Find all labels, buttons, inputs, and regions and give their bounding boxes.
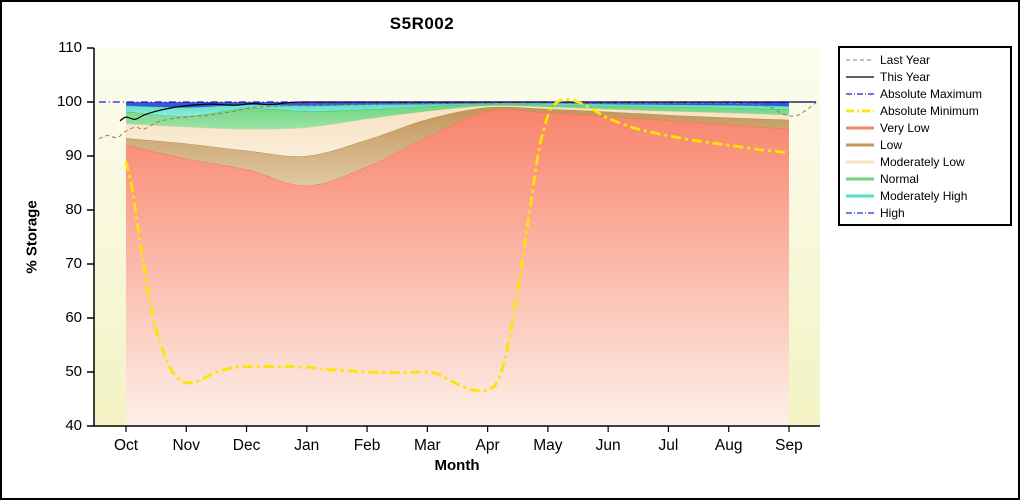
series-line-absolute-minimum [124,98,790,393]
legend-label: Absolute Maximum [880,86,983,101]
series-line-last-year [98,102,817,140]
legend-swatch-icon [846,194,874,197]
legend-swatch-icon [846,59,874,60]
legend: Last Year This Year Absolute Maximum Absolu… [838,46,1012,226]
x-tick-label: Mar [414,437,441,454]
y-tick-label: 50 [65,363,82,380]
legend-item-normal: Normal [845,170,1005,187]
x-tick-label: Apr [476,437,500,454]
zone-band-moderately-low [126,105,789,157]
legend-item-moderately-high: Moderately High [845,187,1005,204]
legend-label: Very Low [880,120,930,135]
x-tick-label: Nov [172,437,200,454]
legend-swatch-icon [846,109,874,112]
legend-item-absolute-minimum: Absolute Minimum [845,102,1005,119]
legend-swatch-icon [846,143,874,146]
chart-title: S5R002 [389,14,455,33]
zone-band-moderately-high [126,102,789,117]
legend-label: Absolute Minimum [880,103,979,118]
y-tick-label: 70 [65,255,82,272]
legend-swatch-icon [846,211,874,214]
y-tick-label: 100 [57,93,82,110]
zone-band-high [126,102,789,108]
legend-item-high: High [845,204,1005,221]
x-tick-label: Jan [294,437,319,454]
legend-swatch-icon [846,160,874,163]
zone-band-low [126,106,789,186]
legend-label: Normal [880,171,919,186]
legend-swatch-icon [846,177,874,180]
x-tick-label: Sep [775,437,803,454]
zone-band-normal [126,104,789,130]
legend-swatch-icon [846,92,874,95]
x-tick-label: Aug [715,437,743,454]
legend-label: Moderately Low [880,154,965,169]
x-tick-label: Jun [596,437,621,454]
legend-label: This Year [880,69,931,84]
x-axis-label: Month [434,457,480,474]
zone-band-very-low [126,109,789,426]
x-tick-label: Dec [233,437,261,454]
legend-label: Low [880,137,903,152]
y-tick-label: 40 [65,417,82,434]
legend-label: Moderately High [880,188,968,203]
x-tick-label: May [533,437,563,454]
y-tick-label: 80 [65,201,82,218]
series-line-this-year [119,101,817,122]
x-tick-label: Feb [354,437,381,454]
legend-swatch-icon [846,75,874,78]
legend-item-last-year: Last Year [845,51,1005,68]
x-tick-label: Oct [114,437,139,454]
y-tick-label: 60 [65,309,82,326]
x-tick-label: Jul [659,437,679,454]
legend-label: Last Year [880,52,931,67]
legend-swatch-icon [846,126,874,129]
y-tick-label: 110 [58,39,82,56]
legend-item-very-low: Very Low [845,119,1005,136]
legend-item-moderately-low: Moderately Low [845,153,1005,170]
legend-item-low: Low [845,136,1005,153]
legend-item-absolute-maximum: Absolute Maximum [845,85,1005,102]
legend-item-this-year: This Year [845,68,1005,85]
legend-label: High [880,205,905,220]
y-tick-label: 90 [65,147,82,164]
